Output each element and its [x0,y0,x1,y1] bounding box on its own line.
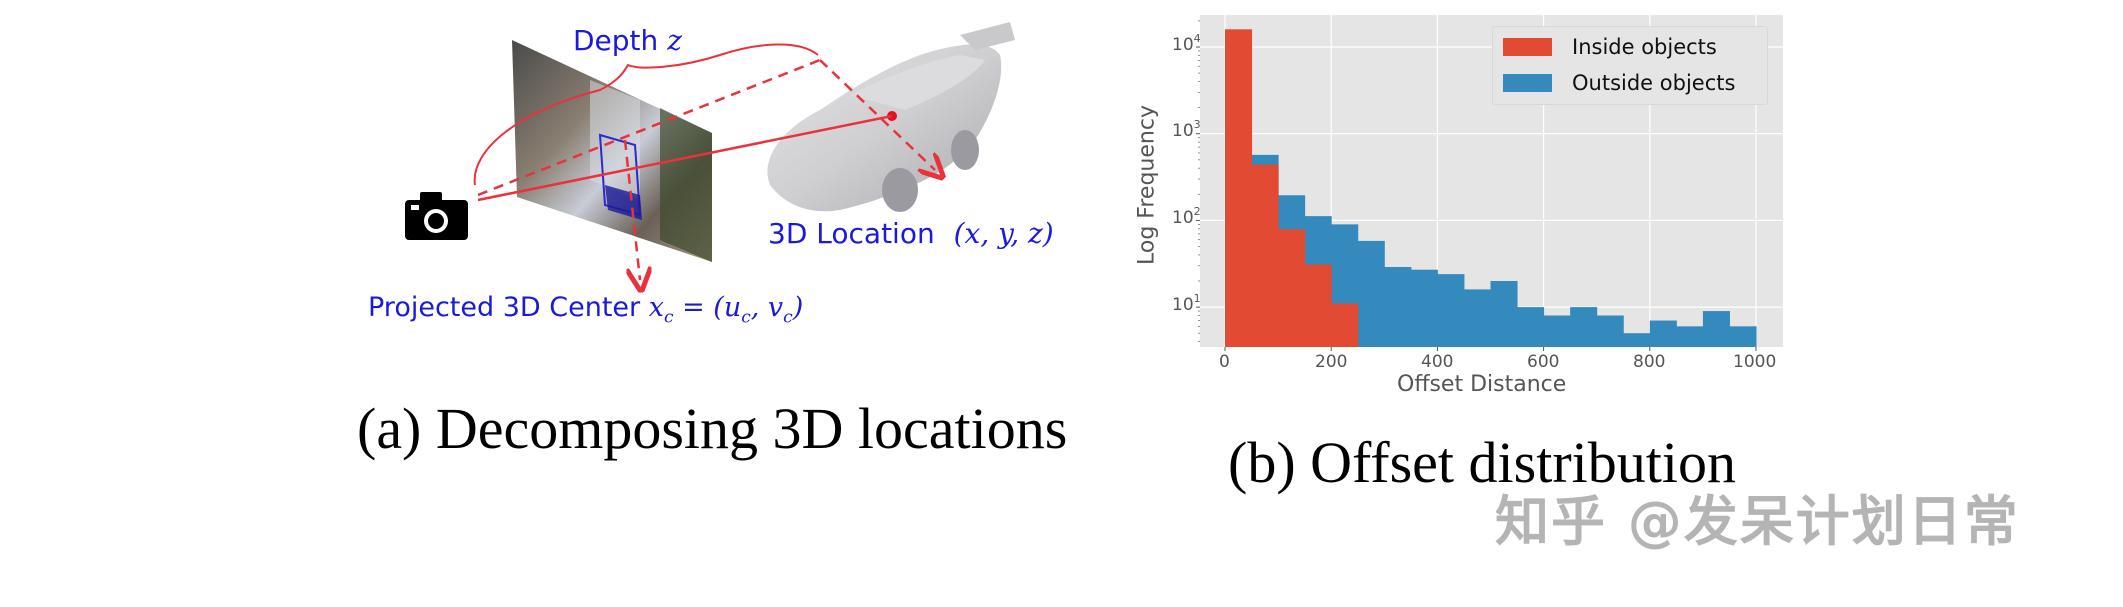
y-axis-label: Log Frequency [1134,105,1160,265]
xtick-600: 600 [1527,352,1560,372]
projected-symbol: x [648,292,664,323]
histogram-bar [1225,29,1253,348]
histogram-bar [1729,326,1757,347]
legend-label-outside: Outside objects [1572,71,1736,95]
projected-equation: = (u [673,292,742,323]
ytick-1e1: 101 [1172,292,1201,315]
v-subscript: c [783,307,793,328]
xtick-0: 0 [1219,352,1230,372]
location-label: 3D Location (x, y, z) [768,217,1054,250]
histogram-bar [1702,311,1730,347]
outside-swatch [1503,74,1552,92]
camera-icon [405,192,468,240]
ytick-1e3: 103 [1172,118,1201,141]
xtick-200: 200 [1315,352,1348,372]
x-axis-label: Offset Distance [1397,372,1567,397]
histogram-bar [1649,320,1677,347]
location-text: 3D Location [768,217,935,250]
watermark: 知乎 @发呆计划日常 [1495,490,2020,553]
ytick-1e2: 102 [1172,205,1201,228]
projected-equation-v: , v [750,292,784,323]
decomposition-illustration [405,22,1015,340]
xtick-800: 800 [1633,352,1666,372]
histogram-bar [1596,315,1624,347]
projected-center-label: Projected 3D Center xc = (uc, vc) [368,292,803,327]
histogram-bar [1278,229,1306,347]
legend-item-outside: Outside objects [1503,71,1736,95]
histogram-bar [1570,307,1598,347]
xtick-400: 400 [1421,352,1454,372]
location-variables: (x, y, z) [953,217,1054,250]
chart-legend: Inside objects Outside objects [1492,26,1768,105]
histogram-bar [1251,164,1279,347]
ytick-1e4: 104 [1172,32,1201,55]
histogram-bar [1304,264,1332,347]
figure-a-diagram: Depth z 3D Location (x, y, z) Projected … [0,0,1110,340]
histogram-plot [1196,15,1783,351]
image-plane [512,40,712,262]
xtick-1000: 1000 [1733,352,1777,372]
legend-label-inside: Inside objects [1572,35,1717,59]
histogram-bar [1623,333,1651,347]
u-subscript: c [741,307,751,328]
histogram-bar [1384,267,1412,347]
depth-label: Depth z [573,24,682,57]
depth-variable: z [667,24,682,57]
histogram-bar [1410,269,1438,347]
projected-text: Projected 3D Center [368,292,641,323]
caption-b: (b) Offset distribution [1228,430,1736,495]
inside-swatch [1503,38,1552,56]
legend-item-inside: Inside objects [1503,35,1717,59]
projected-subscript: c [663,307,674,328]
histogram-bar [1517,307,1545,347]
histogram-bar [1357,240,1385,347]
histogram-bar [1463,289,1491,347]
depth-text: Depth [573,24,659,57]
projected-close-paren: ) [792,292,804,323]
histogram-bar [1543,315,1571,347]
histogram-bar [1437,274,1465,347]
projection-rays [473,43,935,280]
histogram-bar [1676,326,1704,347]
histogram-bar [1331,303,1359,347]
histogram-bar [1490,281,1518,347]
caption-a: (a) Decomposing 3D locations [357,396,1068,461]
